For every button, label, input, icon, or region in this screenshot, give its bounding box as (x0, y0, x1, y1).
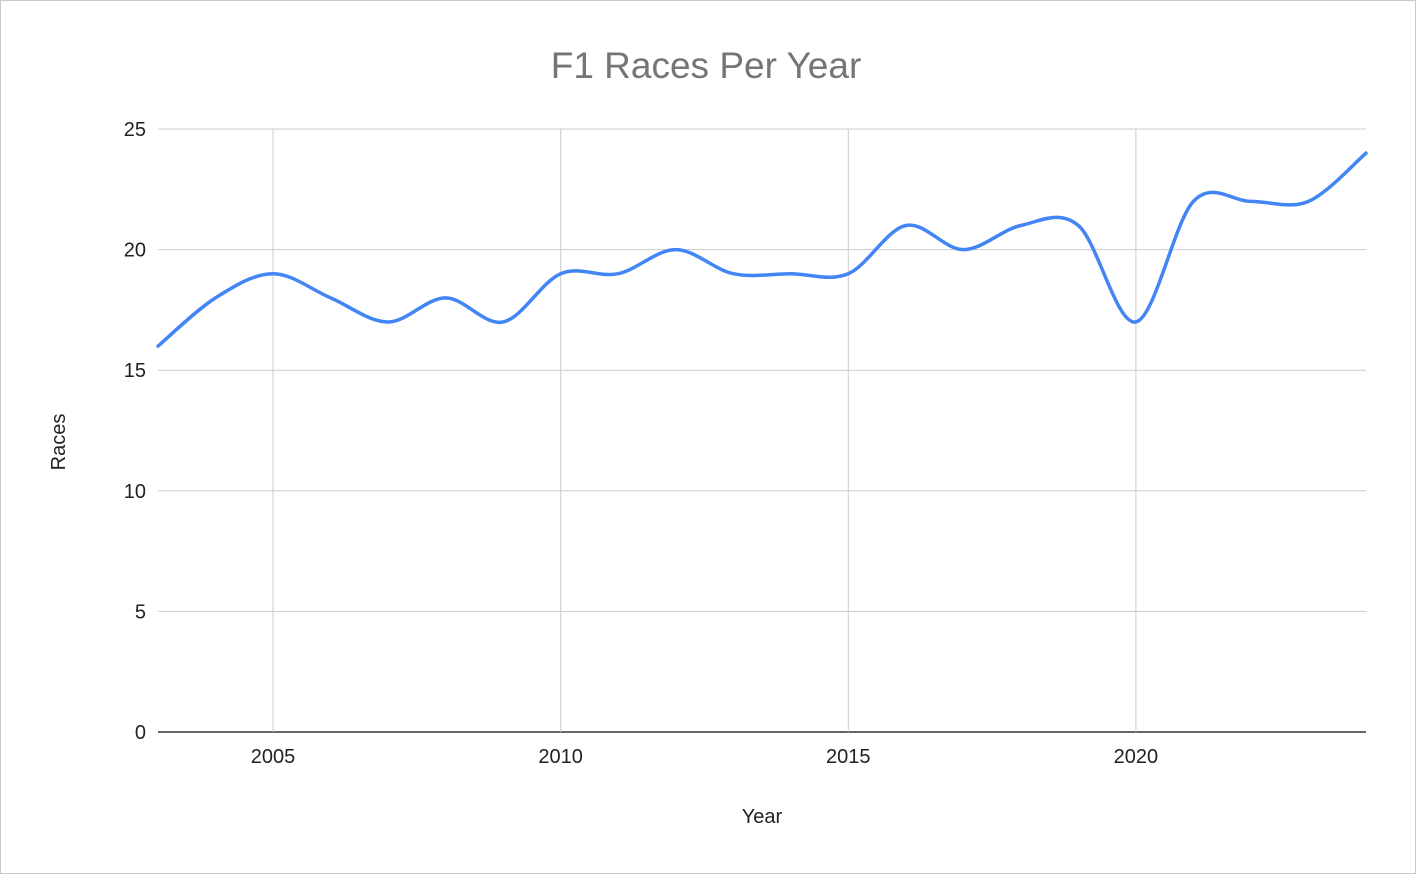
y-tick-label: 0 (135, 722, 146, 744)
data-point (213, 295, 219, 301)
data-point (1133, 319, 1139, 325)
data-point (270, 271, 276, 277)
tick-labels: 0 5 10 15 20 25 2005 2010 2015 2020 (124, 119, 1158, 768)
y-tick-label: 20 (124, 240, 146, 262)
x-tick-label: 2010 (538, 746, 583, 768)
data-point (500, 319, 506, 325)
y-axis-label: Races (48, 414, 70, 471)
data-point (1018, 222, 1024, 228)
data-point (328, 295, 334, 301)
series-line (156, 151, 1368, 348)
y-tick-label: 5 (135, 601, 146, 623)
data-point (1075, 222, 1081, 228)
data-point (845, 271, 851, 277)
y-tick-label: 25 (124, 119, 146, 141)
x-axis-label: Year (742, 806, 783, 828)
data-point (155, 343, 161, 349)
data-point (385, 319, 391, 325)
data-point (1363, 150, 1369, 156)
data-point (615, 271, 621, 277)
data-point (1248, 198, 1254, 204)
data-point (1305, 198, 1311, 204)
data-point (788, 271, 794, 277)
data-point (1190, 198, 1196, 204)
data-point (443, 295, 449, 301)
data-point (558, 271, 564, 277)
chart-title: F1 Races Per Year (551, 45, 862, 86)
data-point (730, 271, 736, 277)
data-point (960, 247, 966, 253)
x-tick-label: 2020 (1114, 746, 1159, 768)
grid-lines (158, 128, 1366, 733)
data-point (673, 247, 679, 253)
series-lines (155, 150, 1369, 349)
data-point (903, 222, 909, 228)
x-tick-label: 2005 (251, 746, 296, 768)
x-tick-label: 2015 (826, 746, 871, 768)
y-tick-label: 10 (124, 481, 146, 503)
y-tick-label: 15 (124, 360, 146, 382)
